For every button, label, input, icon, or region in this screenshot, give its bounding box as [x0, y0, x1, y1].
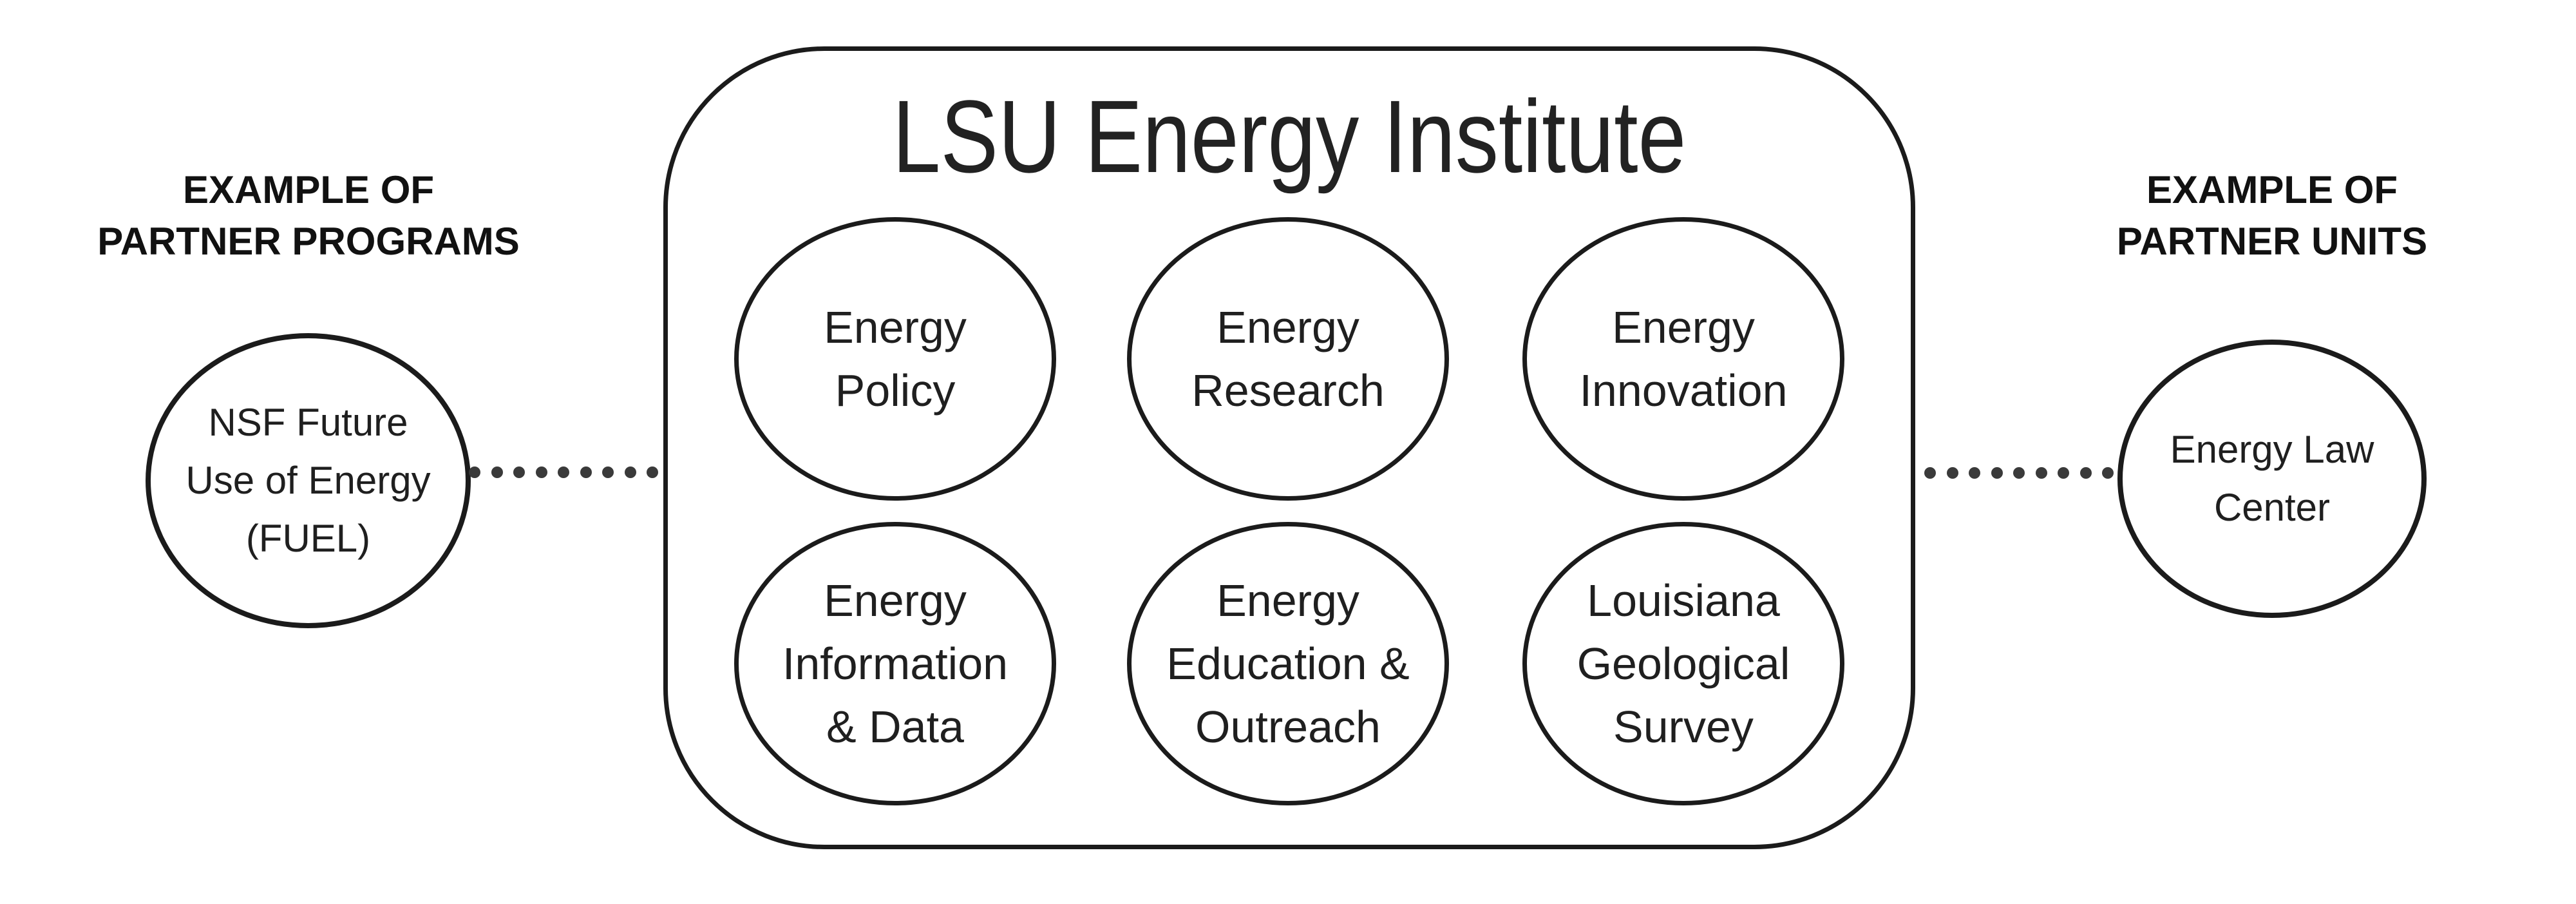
- connector-dot: [491, 466, 503, 478]
- program-circle-energy-education-outreach: Energy Education & Outreach: [1127, 522, 1449, 805]
- connector-dot: [1969, 467, 1980, 479]
- program-circle-label: Energy Research: [1191, 302, 1385, 416]
- partner-programs-heading: EXAMPLE OF PARTNER PROGRAMS: [97, 168, 520, 263]
- connector-dot: [469, 466, 480, 478]
- program-circle-label: Energy Education & Outreach: [1166, 575, 1410, 752]
- program-circle-energy-information-data: Energy Information & Data: [734, 522, 1056, 805]
- partner-program-circle-label: NSF Future Use of Energy (FUEL): [185, 401, 431, 560]
- connector-dot: [2058, 467, 2069, 479]
- connector-dot: [580, 466, 592, 478]
- program-circle-energy-innovation: Energy Innovation: [1522, 217, 1844, 501]
- connector-dot: [513, 466, 525, 478]
- connector-dot: [2035, 467, 2047, 479]
- connector-dot: [2102, 467, 2114, 479]
- program-circle-label: Energy Innovation: [1579, 302, 1788, 416]
- institute-title: LSU Energy Institute: [892, 79, 1687, 194]
- connector-dot: [2013, 467, 2025, 479]
- dotted-connector-left: [469, 466, 658, 478]
- program-circle-energy-research: Energy Research: [1127, 217, 1449, 501]
- partner-unit-circle-energy-law-center: Energy Law Center: [2117, 340, 2427, 618]
- connector-dot: [647, 466, 658, 478]
- connector-dot: [558, 466, 569, 478]
- partner-unit-circle-label: Energy Law Center: [2170, 428, 2374, 529]
- partner-program-circle-fuel: NSF Future Use of Energy (FUEL): [146, 333, 471, 628]
- program-circle-energy-policy: Energy Policy: [734, 217, 1056, 501]
- program-circle-label: Energy Information & Data: [782, 575, 1009, 752]
- connector-dot: [624, 466, 636, 478]
- connector-dot: [602, 466, 614, 478]
- connector-dot: [2079, 467, 2092, 479]
- connector-dot: [535, 466, 547, 478]
- connector-dot: [1946, 467, 1958, 479]
- dotted-connector-right: [1924, 467, 2114, 479]
- connector-dot: [1924, 467, 1936, 479]
- connector-dot: [1991, 467, 2003, 479]
- program-circle-label: Energy Policy: [824, 302, 967, 416]
- partner-units-heading: EXAMPLE OF PARTNER UNITS: [2116, 168, 2428, 263]
- program-circle-louisiana-geological-survey: Louisiana Geological Survey: [1522, 522, 1844, 805]
- program-circle-label: Louisiana Geological Survey: [1577, 575, 1790, 752]
